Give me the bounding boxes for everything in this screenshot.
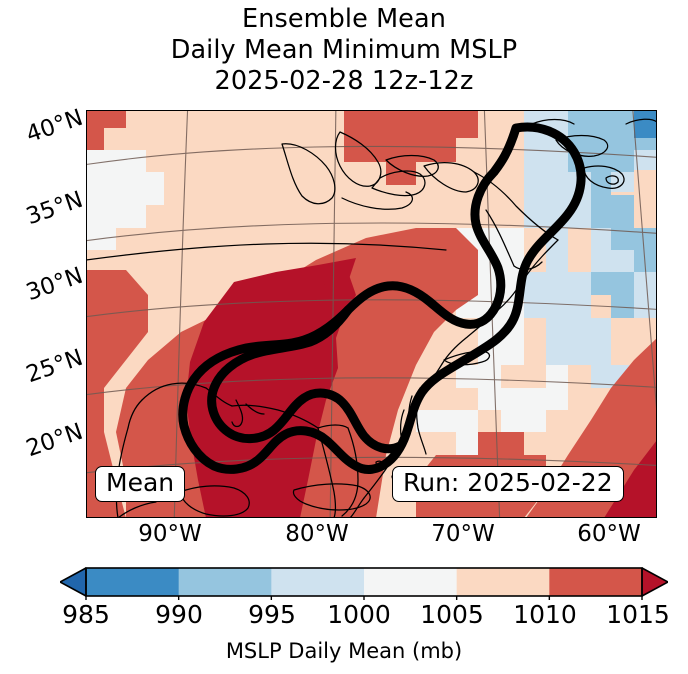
colorbar-band-985-990 (86, 568, 180, 596)
colorbar-band-1005-1010 (456, 568, 550, 596)
lat-label-25N: 25°N (22, 344, 87, 389)
cb-tick-1010: 1010 (513, 600, 577, 629)
mean-label-box: Mean (95, 466, 186, 502)
colorbar-band-995-1000 (271, 568, 365, 596)
colorbar-tick-labels: 985 990 995 1000 1005 1010 1015 (0, 600, 688, 630)
lat-label-30N: 30°N (22, 262, 87, 307)
lon-label-70W: 70°W (431, 521, 495, 547)
colorbar-ticks (85, 596, 643, 600)
colorbar-band-1010-1015 (549, 568, 643, 596)
run-date-box: Run: 2025-02-22 (392, 466, 624, 502)
lat-label-35N: 35°N (22, 186, 87, 231)
colorbar-band-1000-1005 (364, 568, 458, 596)
cb-tick-990: 990 (155, 600, 203, 629)
cb-tick-1005: 1005 (420, 600, 484, 629)
lat-label-40N: 40°N (22, 104, 87, 149)
map-svg (86, 110, 657, 518)
colorbar-band-990-995 (178, 568, 272, 596)
lon-label-90W: 90°W (138, 521, 202, 547)
cb-tick-985: 985 (62, 600, 110, 629)
cb-tick-1015: 1015 (606, 600, 670, 629)
colorbar-bands (86, 568, 643, 596)
colorbar-svg (59, 567, 669, 600)
title-line-1: Ensemble Mean (242, 4, 446, 34)
title-line-2: Daily Mean Minimum MSLP (170, 35, 518, 65)
title-line-3: 2025-02-28 12z-12z (214, 66, 474, 96)
colorbar-extend-high (641, 567, 669, 597)
lon-label-60W: 60°W (577, 521, 641, 547)
lon-label-80W: 80°W (285, 521, 349, 547)
colorbar-extend-low (59, 567, 87, 597)
colorbar (59, 566, 669, 600)
contour-line-1015 (178, 122, 586, 474)
fill-band-985-990 (634, 110, 657, 138)
cb-tick-1000: 1000 (327, 600, 391, 629)
lat-label-20N: 20°N (22, 418, 87, 463)
map-panel (86, 110, 657, 518)
colorbar-axis-label: MSLP Daily Mean (mb) (225, 639, 463, 663)
figure-title: Ensemble Mean Daily Mean Minimum MSLP 20… (0, 4, 688, 97)
cb-tick-995: 995 (248, 600, 296, 629)
